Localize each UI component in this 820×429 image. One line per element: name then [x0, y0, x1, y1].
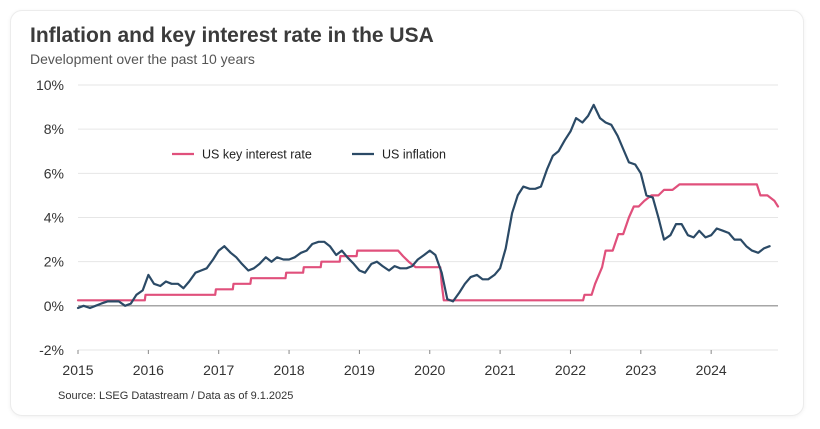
- x-tick-label: 2015: [62, 362, 93, 378]
- x-axis-ticks: 2015 2016 2017 2018 2019 2020 2021 2022 2023 2024: [62, 350, 727, 378]
- y-tick-label: 6%: [44, 165, 64, 181]
- x-tick-label: 2024: [696, 362, 727, 378]
- y-tick-label: 0%: [44, 298, 64, 314]
- y-axis-ticks: -2% 0% 2% 4% 6% 8% 10%: [36, 77, 64, 358]
- x-tick-label: 2023: [625, 362, 656, 378]
- y-tick-label: 2%: [44, 254, 64, 270]
- chart-subtitle: Development over the past 10 years: [30, 51, 255, 67]
- legend: US key interest rate US inflation: [172, 148, 446, 162]
- gridlines: [78, 84, 778, 351]
- x-tick-label: 2021: [485, 362, 516, 378]
- x-tick-label: 2018: [273, 362, 304, 378]
- y-tick-label: -2%: [39, 342, 64, 358]
- source-note: Source: LSEG Datastream / Data as of 9.1…: [58, 390, 294, 402]
- x-tick-label: 2016: [133, 362, 164, 378]
- x-tick-label: 2019: [344, 362, 375, 378]
- chart-card: [10, 10, 804, 416]
- y-tick-label: 4%: [44, 210, 64, 226]
- series-lines: [76, 103, 780, 310]
- y-tick-label: 8%: [44, 121, 64, 137]
- x-tick-label: 2017: [203, 362, 234, 378]
- legend-label: US key interest rate: [202, 148, 312, 162]
- inflation-line: [76, 103, 771, 310]
- x-tick-label: 2022: [555, 362, 586, 378]
- x-tick-label: 2020: [414, 362, 445, 378]
- chart-title: Inflation and key interest rate in the U…: [30, 24, 434, 47]
- legend-label: US inflation: [382, 148, 446, 162]
- y-tick-label: 10%: [36, 77, 64, 93]
- interest-rate-line: [76, 183, 780, 302]
